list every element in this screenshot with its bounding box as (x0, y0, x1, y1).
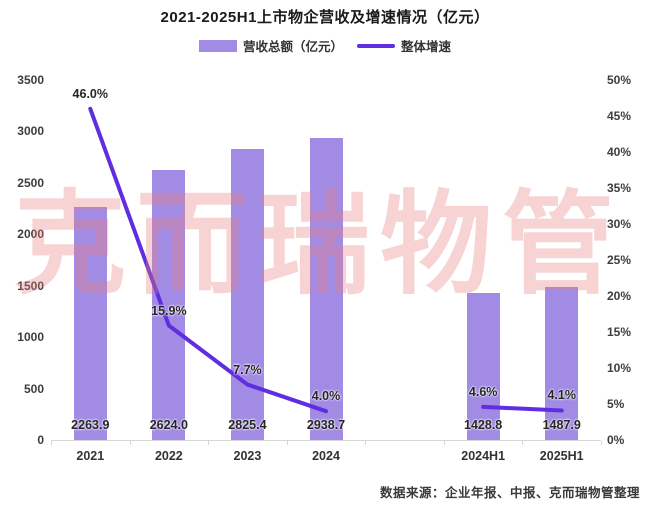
y-axis-left-tick: 2000 (17, 227, 44, 242)
bar-swatch-icon (198, 39, 237, 52)
y-axis-left-tick: 2500 (17, 175, 44, 190)
y-axis-right-tick: 0% (607, 433, 625, 447)
y-axis-left-tick: 3500 (17, 73, 44, 87)
y-axis-right-tick: 5% (607, 397, 625, 411)
legend-item-growth: 整体增速 (357, 36, 451, 55)
x-axis-tick-mark (286, 441, 288, 445)
y-axis-right-tick: 50% (607, 73, 632, 87)
revenue-bar (73, 207, 107, 440)
x-axis-tick-mark (208, 441, 210, 445)
y-axis-right-tick: 10% (607, 361, 632, 375)
y-axis-right-tick: 20% (607, 289, 632, 303)
legend-revenue-label: 营收总额（亿元） (242, 40, 343, 54)
data-source-note: 数据来源：企业年报、中报、克而瑞物管整理 (379, 486, 640, 500)
y-axis-right-tick: 35% (607, 181, 632, 195)
bar-value-label: 2938.7 (306, 418, 346, 432)
legend-item-revenue: 营收总额（亿元） (198, 36, 343, 55)
x-axis-line (51, 440, 601, 441)
y-axis-right-tick: 45% (607, 109, 632, 123)
growth-point-label: 4.1% (547, 388, 576, 403)
revenue-bar (545, 286, 579, 440)
x-axis-category-label: 2023 (233, 449, 262, 463)
y-axis-right-tick: 15% (607, 325, 632, 339)
x-axis-category-label: 2024H1 (461, 449, 506, 463)
revenue-bar (466, 293, 500, 440)
bar-value-label: 1487.9 (542, 418, 581, 432)
x-axis-tick-mark (129, 441, 131, 445)
y-axis-right-tick: 25% (607, 253, 632, 267)
line-swatch-icon (357, 43, 395, 48)
y-axis-left-tick: 1000 (17, 330, 44, 345)
chart-title: 2021-2025H1上市物企营收及增速情况（亿元） (160, 9, 490, 26)
bar-value-label: 1428.8 (464, 418, 503, 432)
bar-value-label: 2263.9 (71, 418, 110, 432)
x-axis-tick-mark (601, 441, 602, 445)
x-axis-tick-mark (522, 441, 524, 445)
growth-point-label: 4.0% (311, 389, 341, 404)
y-axis-right-tick: 30% (607, 217, 632, 231)
x-axis-tick-mark (365, 441, 367, 445)
x-axis-category-label: 2021 (76, 449, 105, 463)
y-axis-left-tick: 3000 (17, 124, 44, 139)
y-axis-left-tick: 0 (37, 433, 44, 447)
x-axis-tick-mark (51, 441, 52, 445)
revenue-bar (230, 149, 264, 440)
y-axis-left-tick: 500 (23, 381, 44, 396)
growth-point-label: 7.7% (233, 362, 262, 377)
y-axis-left-tick: 1500 (17, 278, 44, 293)
y-axis-right-tick: 40% (607, 145, 632, 159)
x-axis-category-label: 2022 (154, 449, 183, 463)
x-axis-category-label: 2025H1 (539, 449, 584, 463)
growth-point-label: 15.9% (151, 303, 187, 318)
x-axis-category-label: 2024 (312, 449, 340, 463)
growth-point-label: 4.6% (468, 384, 498, 399)
legend: 营收总额（亿元） 整体增速 (0, 36, 650, 55)
x-axis-tick-mark (443, 441, 445, 445)
growth-point-label: 46.0% (72, 86, 109, 101)
bar-value-label: 2624.0 (149, 418, 188, 432)
bar-value-label: 2825.4 (228, 418, 267, 432)
legend-growth-label: 整体增速 (401, 40, 452, 54)
